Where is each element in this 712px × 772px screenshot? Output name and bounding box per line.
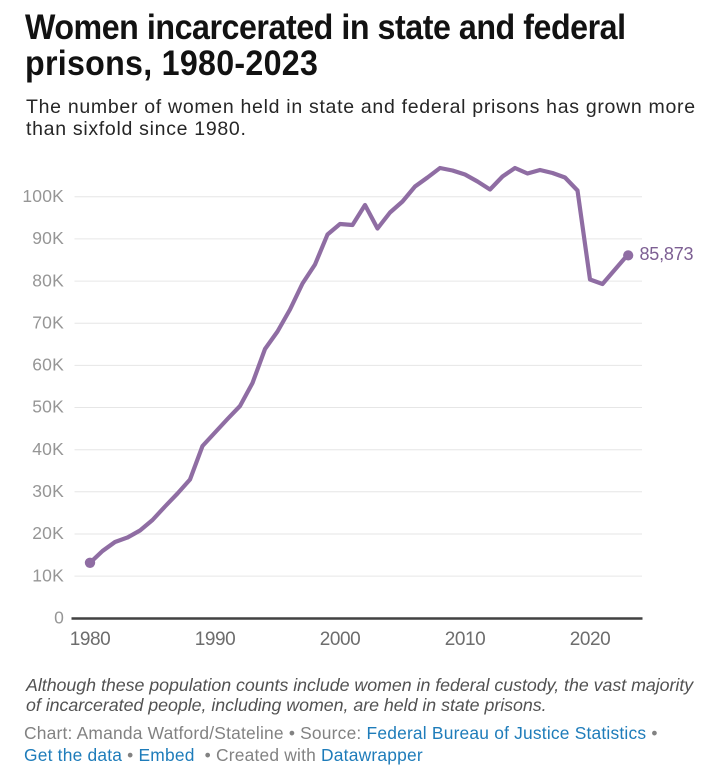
svg-text:1980: 1980 — [70, 629, 110, 650]
svg-text:1990: 1990 — [195, 629, 235, 650]
svg-text:2000: 2000 — [320, 629, 360, 650]
svg-text:0: 0 — [54, 607, 64, 627]
svg-text:30K: 30K — [32, 481, 64, 501]
svg-text:10K: 10K — [32, 565, 64, 585]
svg-text:80K: 80K — [32, 270, 64, 290]
svg-text:90K: 90K — [32, 228, 64, 248]
svg-text:70K: 70K — [32, 312, 64, 332]
svg-text:40K: 40K — [32, 439, 64, 459]
svg-text:50K: 50K — [32, 397, 64, 417]
svg-text:2010: 2010 — [445, 629, 485, 650]
svg-text:20K: 20K — [32, 523, 64, 543]
svg-text:85,873: 85,873 — [640, 244, 694, 264]
svg-text:100K: 100K — [22, 186, 64, 206]
svg-text:60K: 60K — [32, 355, 64, 375]
svg-text:2020: 2020 — [570, 629, 610, 650]
